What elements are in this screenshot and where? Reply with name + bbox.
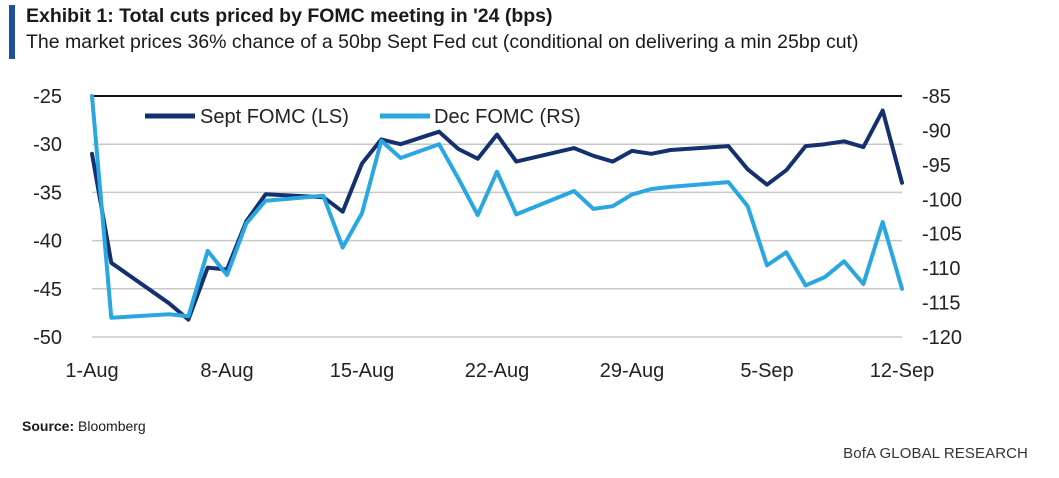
title-accent-bar bbox=[9, 5, 15, 59]
source-note: Source: Bloomberg bbox=[22, 418, 146, 434]
y-right-tick-label: -100 bbox=[922, 189, 962, 211]
x-tick-label: 1-Aug bbox=[65, 360, 118, 382]
series-line-dec bbox=[90, 94, 904, 320]
chart-title: Exhibit 1: Total cuts priced by FOMC mee… bbox=[26, 5, 553, 27]
x-tick-label: 22-Aug bbox=[465, 360, 530, 382]
axis-layer: -25 -30 -35 -40 -45 -50 -85 -90 -95 -100 -105 -110 -… bbox=[33, 86, 962, 382]
x-tick-label: 5-Sep bbox=[740, 360, 793, 382]
y-left-tick-label: -50 bbox=[33, 327, 62, 349]
source-label: Source: bbox=[22, 418, 75, 434]
x-tick-label: 29-Aug bbox=[600, 360, 665, 382]
legend: Sept FOMC (LS) Dec FOMC (RS) bbox=[145, 106, 581, 128]
y-right-tick-label: -120 bbox=[922, 327, 962, 349]
x-tick-label: 15-Aug bbox=[330, 360, 395, 382]
y-left-tick-label: -40 bbox=[33, 231, 62, 253]
y-left-tick-label: -45 bbox=[33, 279, 62, 301]
y-left-tick-label: -25 bbox=[33, 86, 62, 108]
x-tick-label: 12-Sep bbox=[870, 360, 935, 382]
y-right-tick-label: -95 bbox=[922, 155, 951, 177]
grid-layer bbox=[92, 95, 902, 338]
y-right-tick-label: -110 bbox=[922, 258, 961, 280]
y-right-tick-label: -85 bbox=[922, 86, 951, 108]
y-right-tick-label: -115 bbox=[922, 293, 961, 315]
brand-label: BofA GLOBAL RESEARCH bbox=[843, 445, 1028, 462]
y-left-tick-label: -30 bbox=[33, 134, 62, 156]
legend-label-dec: Dec FOMC (RS) bbox=[434, 106, 581, 128]
legend-label-sept: Sept FOMC (LS) bbox=[200, 106, 349, 128]
y-left-tick-label: -35 bbox=[33, 182, 62, 204]
y-right-tick-label: -90 bbox=[922, 120, 951, 142]
series-layer bbox=[90, 94, 904, 322]
x-tick-label: 8-Aug bbox=[200, 360, 253, 382]
source-value: Bloomberg bbox=[78, 418, 146, 434]
chart-subtitle: The market prices 36% chance of a 50bp S… bbox=[26, 31, 859, 53]
y-right-tick-label: -105 bbox=[922, 224, 962, 246]
line-chart: -25 -30 -35 -40 -45 -50 -85 -90 -95 -100 -105 -110 -… bbox=[33, 86, 962, 382]
